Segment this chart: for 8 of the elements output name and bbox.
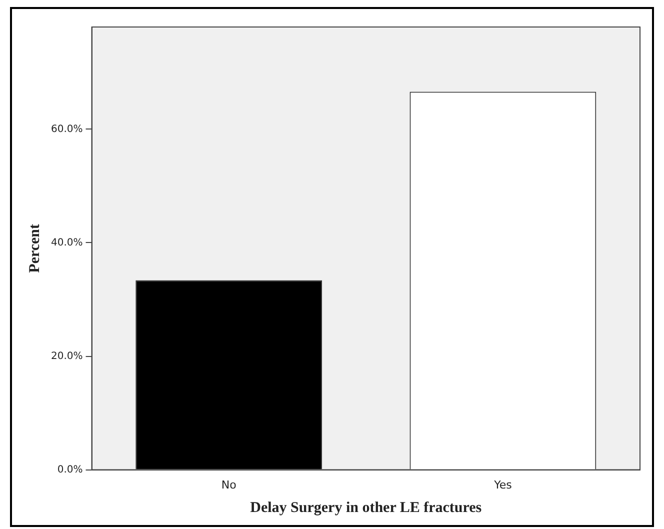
y-tick-label: 60.0% bbox=[50, 124, 83, 135]
y-tick-label: 0.0% bbox=[57, 464, 83, 476]
y-tick-label: 40.0% bbox=[50, 237, 83, 248]
x-tick-label: No bbox=[221, 478, 237, 492]
y-axis-title: Percent bbox=[26, 224, 43, 273]
x-tick-label: Yes bbox=[493, 478, 512, 492]
x-axis-title: Delay Surgery in other LE fractures bbox=[250, 500, 482, 516]
y-tick-label: 20.0% bbox=[50, 350, 83, 362]
